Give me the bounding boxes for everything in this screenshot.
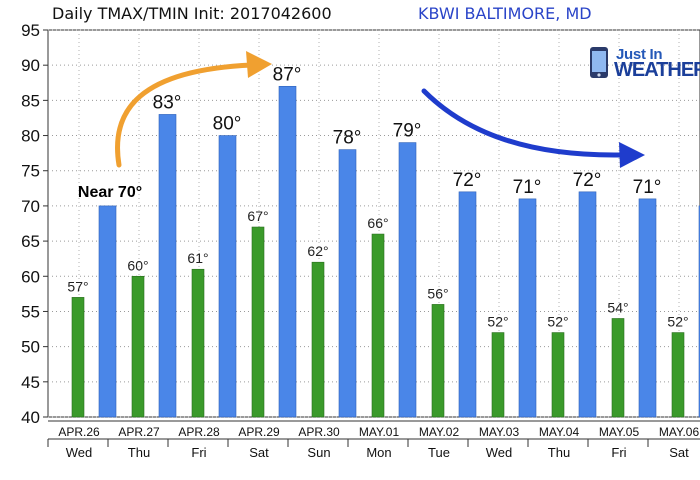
- tmax-bar: [578, 191, 597, 418]
- y-tick-label: 90: [21, 56, 40, 75]
- tmax-value-label: 80°: [213, 114, 242, 135]
- y-tick-label: 60: [21, 267, 40, 286]
- tmin-bar: [251, 226, 265, 418]
- day-label: Wed: [66, 445, 93, 460]
- y-tick-label: 85: [21, 91, 40, 110]
- tmax-value-label: 83°: [153, 92, 182, 113]
- tmin-value-label: 61°: [187, 250, 208, 266]
- x-tick-label: APR.30: [298, 425, 340, 439]
- x-tick-label: MAY.04: [539, 425, 580, 439]
- tmin-bar: [671, 332, 685, 418]
- tmin-bar: [131, 275, 145, 418]
- tmax-value-label: 79°: [393, 121, 422, 142]
- day-label: Thu: [548, 445, 570, 460]
- tmin-bar: [551, 332, 565, 418]
- tmax-value-label: 71°: [633, 177, 662, 198]
- tmax-value-label: 87°: [273, 64, 302, 85]
- day-label: Sat: [249, 445, 269, 460]
- x-tick-label: MAY.06: [659, 425, 700, 439]
- tmin-bar: [191, 268, 205, 418]
- x-tick-label: APR.27: [118, 425, 160, 439]
- tmin-value-label: 54°: [607, 299, 628, 315]
- y-tick-label: 70: [21, 197, 40, 216]
- y-tick-label: 65: [21, 232, 40, 251]
- y-tick-label: 95: [21, 21, 40, 40]
- tmin-bar: [311, 261, 325, 418]
- x-tick-label: MAY.03: [479, 425, 520, 439]
- logo-line1: Just In: [616, 46, 663, 63]
- blue-arrowhead: [619, 142, 645, 168]
- near-70-annotation: Near 70°: [78, 184, 142, 201]
- tmin-value-label: 52°: [547, 314, 568, 330]
- y-tick-label: 40: [21, 408, 40, 427]
- x-tick-label: MAY.05: [599, 425, 640, 439]
- station-label: KBWI BALTIMORE, MD: [418, 4, 592, 23]
- y-tick-label: 55: [21, 302, 40, 321]
- tmax-value-label: 71°: [513, 177, 542, 198]
- day-label: Thu: [128, 445, 150, 460]
- tmin-bar: [491, 332, 505, 418]
- phone-icon: [590, 47, 608, 78]
- y-tick-label: 45: [21, 373, 40, 392]
- tmax-bar: [218, 135, 237, 418]
- day-label: Sat: [669, 445, 689, 460]
- x-tick-label: MAY.01: [359, 425, 400, 439]
- tmax-value-label: 72°: [573, 170, 602, 191]
- tmin-bar: [611, 318, 625, 418]
- y-tick-label: 80: [21, 127, 40, 146]
- tmin-bar: [431, 304, 445, 418]
- day-label: Wed: [486, 445, 513, 460]
- tmax-bar: [518, 198, 537, 418]
- tmin-bar: [71, 297, 85, 418]
- x-tick-label: APR.28: [178, 425, 220, 439]
- tmax-bar: [98, 205, 117, 418]
- tmax-bar: [158, 114, 177, 418]
- orange-trend-arrow: [115, 62, 255, 168]
- tmin-value-label: 66°: [367, 215, 388, 231]
- blue-trend-arrow: [421, 88, 623, 158]
- tmax-value-label: 72°: [453, 170, 482, 191]
- tmin-bar: [371, 233, 385, 418]
- tmax-bar: [278, 85, 297, 418]
- tmax-value-label: 78°: [333, 128, 362, 149]
- x-tick-label: APR.26: [58, 425, 100, 439]
- tmin-value-label: 57°: [67, 278, 88, 294]
- tmax-bar: [338, 149, 357, 418]
- tmin-value-label: 52°: [487, 314, 508, 330]
- tmin-value-label: 52°: [667, 314, 688, 330]
- y-tick-label: 50: [21, 338, 40, 357]
- just-in-weather-logo: Just In WEATHER: [588, 46, 700, 82]
- tmax-bar: [638, 198, 657, 418]
- tmin-value-label: 62°: [307, 243, 328, 259]
- logo-line2: WEATHER: [614, 59, 700, 81]
- day-label: Fri: [191, 445, 206, 460]
- day-label: Mon: [366, 445, 391, 460]
- tmin-value-label: 67°: [247, 208, 268, 224]
- tmax-bar: [398, 142, 417, 418]
- x-tick-label: APR.29: [238, 425, 280, 439]
- day-label: Fri: [611, 445, 626, 460]
- day-label: Sun: [307, 445, 330, 460]
- x-tick-label: MAY.02: [419, 425, 460, 439]
- tmin-value-label: 56°: [427, 285, 448, 301]
- tmin-value-label: 60°: [127, 257, 148, 273]
- chart-title: Daily TMAX/TMIN Init: 2017042600: [52, 4, 332, 23]
- orange-arrowhead: [246, 51, 272, 78]
- tmax-bar: [458, 191, 477, 418]
- y-tick-label: 75: [21, 162, 40, 181]
- day-label: Tue: [428, 445, 450, 460]
